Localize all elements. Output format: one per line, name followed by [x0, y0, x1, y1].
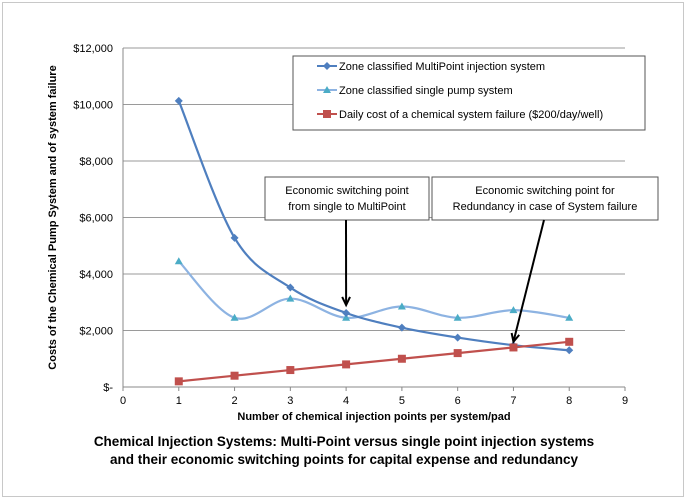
- arrowhead: [510, 332, 520, 345]
- x-tick-label: 1: [176, 395, 182, 407]
- y-tick-label: $6,000: [79, 213, 113, 225]
- data-point-square: [174, 377, 183, 386]
- data-point-diamond: [286, 283, 295, 292]
- annotation-text: Economic switching point for: [475, 185, 615, 197]
- data-point-triangle: [174, 257, 183, 265]
- series-line-square: [178, 340, 570, 383]
- data-point-square: [565, 337, 574, 346]
- y-tick-label: $2,000: [79, 326, 113, 338]
- arrowhead: [341, 296, 351, 308]
- data-point-square: [342, 360, 351, 369]
- annotation-box: [431, 176, 659, 221]
- annotation-text: Economic switching point: [285, 185, 409, 197]
- x-tick-label: 8: [566, 395, 572, 407]
- line-chart: $- $2,000 $4,000 $6,000 $8,000 $10,000 $12,000…: [47, 43, 659, 423]
- legend-label: Zone classified MultiPoint injection sys…: [339, 61, 545, 73]
- data-point-diamond: [397, 323, 406, 332]
- legend-label: Zone classified single pump system: [339, 85, 513, 97]
- data-point-diamond: [230, 233, 239, 242]
- legend: [292, 55, 646, 131]
- legend-marker-diamond: [323, 62, 331, 70]
- x-tick-label: 9: [622, 395, 628, 407]
- y-tick-label: $4,000: [79, 269, 113, 281]
- data-point-diamond: [342, 308, 351, 317]
- x-tick-label: 3: [287, 395, 293, 407]
- y-tick-label: $12,000: [73, 43, 113, 55]
- data-point-triangle: [453, 313, 462, 321]
- chart-frame: [2, 2, 684, 497]
- data-point-diamond: [453, 333, 462, 342]
- x-tick-label: 5: [399, 395, 405, 407]
- chart-caption: Chemical Injection Systems: Multi-Point …: [0, 433, 688, 469]
- legend-marker-triangle: [323, 86, 331, 93]
- y-tick-label: $10,000: [73, 100, 113, 112]
- data-point-triangle: [342, 313, 351, 321]
- y-tick-label: $-: [103, 382, 113, 394]
- caption-line-2: and their economic switching points for …: [109, 452, 579, 467]
- data-point-triangle: [286, 294, 295, 302]
- data-point-square: [509, 343, 518, 352]
- caption-line-1: Chemical Injection Systems: Multi-Point …: [93, 434, 595, 449]
- legend-label: Daily cost of a chemical system failure …: [339, 109, 603, 121]
- y-axis-label: Costs of the Chemical Pump System and of…: [47, 65, 59, 369]
- annotation-box: [264, 176, 430, 221]
- x-tick-label: 2: [231, 395, 237, 407]
- x-tick-label: 7: [510, 395, 516, 407]
- data-point-triangle: [230, 313, 239, 321]
- data-point-diamond: [174, 96, 183, 105]
- data-point-square: [230, 371, 239, 380]
- data-point-triangle: [397, 302, 406, 310]
- x-axis-label: Number of chemical injection points per …: [237, 411, 510, 423]
- x-tick-label: 6: [455, 395, 461, 407]
- data-point-triangle: [565, 313, 574, 321]
- y-tick-label: $8,000: [79, 156, 113, 168]
- annotation-text: Redundancy in case of System failure: [453, 201, 638, 213]
- data-point-square: [397, 354, 406, 363]
- x-tick-label: 4: [343, 395, 349, 407]
- data-point-square: [286, 366, 295, 375]
- annotation-arrow: [512, 219, 545, 343]
- legend-marker-square: [323, 110, 331, 118]
- data-point-diamond: [565, 346, 574, 355]
- data-point-square: [453, 349, 462, 358]
- series-line-triangle: [177, 260, 570, 320]
- x-tick-label: 0: [120, 395, 126, 407]
- series-line-diamond: [177, 100, 570, 352]
- annotation-text: from single to MultiPoint: [288, 201, 405, 213]
- data-point-triangle: [509, 306, 518, 314]
